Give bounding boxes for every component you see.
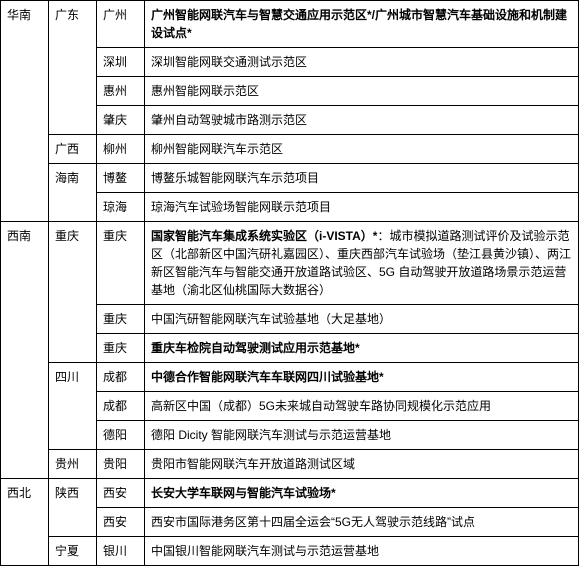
text: 惠州智能网联示范区 <box>151 84 259 98</box>
region-cell: 西南 <box>1 222 49 479</box>
description-cell: 柳州智能网联汽车示范区 <box>145 135 579 164</box>
province-cell: 四川 <box>49 363 97 450</box>
description-cell: 中德合作智能网联汽车车联网四川试验基地* <box>145 363 579 392</box>
table-row: 广西柳州柳州智能网联汽车示范区 <box>1 135 579 164</box>
text: 柳州智能网联汽车示范区 <box>151 142 283 156</box>
bold-text: 重庆车检院自动驾驶测试应用示范基地* <box>151 341 360 355</box>
description-cell: 肇州自动驾驶城市路测示范区 <box>145 106 579 135</box>
city-cell: 深圳 <box>97 48 145 77</box>
city-cell: 广州 <box>97 1 145 48</box>
bold-text: 中德合作智能网联汽车车联网四川试验基地* <box>151 370 384 384</box>
text: 西安市国际港务区第十四届全运会“5G无人驾驶示范线路”试点 <box>151 515 475 529</box>
description-cell: 贵阳市智能网联汽车开放道路测试区域 <box>145 450 579 479</box>
city-cell: 柳州 <box>97 135 145 164</box>
table-row: 西北陕西西安长安大学车联网与智能汽车试验场* <box>1 479 579 508</box>
description-cell: 惠州智能网联示范区 <box>145 77 579 106</box>
city-cell: 博鳌 <box>97 164 145 193</box>
description-cell: 长安大学车联网与智能汽车试验场* <box>145 479 579 508</box>
region-cell: 华南 <box>1 1 49 222</box>
bold-text: 广州智能网联汽车与智慧交通应用示范区*/广州城市智慧汽车基础设施和机制建设试点* <box>151 8 567 40</box>
city-cell: 惠州 <box>97 77 145 106</box>
city-cell: 西安 <box>97 479 145 508</box>
description-cell: 德阳 Dicity 智能网联汽车测试与示范运营基地 <box>145 421 579 450</box>
province-cell: 海南 <box>49 164 97 222</box>
city-cell: 银川 <box>97 537 145 566</box>
description-cell: 博鳌乐城智能网联汽车示范项目 <box>145 164 579 193</box>
table-row: 四川成都中德合作智能网联汽车车联网四川试验基地* <box>1 363 579 392</box>
text: 博鳌乐城智能网联汽车示范项目 <box>151 171 319 185</box>
city-cell: 琼海 <box>97 193 145 222</box>
text: 肇州自动驾驶城市路测示范区 <box>151 113 307 127</box>
table-row: 西南重庆重庆国家智能汽车集成系统实验区（i-VISTA）*：城市模拟道路测试评价… <box>1 222 579 305</box>
table-row: 华南广东广州广州智能网联汽车与智慧交通应用示范区*/广州城市智慧汽车基础设施和机… <box>1 1 579 48</box>
text: 高新区中国（成都）5G未来城自动驾驶车路协同规模化示范应用 <box>151 399 491 413</box>
description-cell: 中国汽研智能网联汽车试验基地（大足基地） <box>145 305 579 334</box>
city-cell: 重庆 <box>97 334 145 363</box>
text: 深圳智能网联交通测试示范区 <box>151 55 307 69</box>
province-cell: 宁夏 <box>49 537 97 566</box>
city-cell: 肇庆 <box>97 106 145 135</box>
table-row: 海南博鳌博鳌乐城智能网联汽车示范项目 <box>1 164 579 193</box>
description-cell: 琼海汽车试验场智能网联示范项目 <box>145 193 579 222</box>
text: 贵阳市智能网联汽车开放道路测试区域 <box>151 457 355 471</box>
province-cell: 陕西 <box>49 479 97 537</box>
bold-text: 长安大学车联网与智能汽车试验场* <box>151 486 336 500</box>
description-cell: 西安市国际港务区第十四届全运会“5G无人驾驶示范线路”试点 <box>145 508 579 537</box>
city-cell: 德阳 <box>97 421 145 450</box>
city-cell: 西安 <box>97 508 145 537</box>
province-cell: 广西 <box>49 135 97 164</box>
zone-table: 华南广东广州广州智能网联汽车与智慧交通应用示范区*/广州城市智慧汽车基础设施和机… <box>0 0 579 566</box>
city-cell: 重庆 <box>97 305 145 334</box>
province-cell: 贵州 <box>49 450 97 479</box>
text: 中国汽研智能网联汽车试验基地（大足基地） <box>151 312 391 326</box>
table-row: 贵州贵阳贵阳市智能网联汽车开放道路测试区域 <box>1 450 579 479</box>
description-cell: 广州智能网联汽车与智慧交通应用示范区*/广州城市智慧汽车基础设施和机制建设试点* <box>145 1 579 48</box>
city-cell: 贵阳 <box>97 450 145 479</box>
province-cell: 重庆 <box>49 222 97 363</box>
description-cell: 深圳智能网联交通测试示范区 <box>145 48 579 77</box>
description-cell: 国家智能汽车集成系统实验区（i-VISTA）*：城市模拟道路测试评价及试验示范区… <box>145 222 579 305</box>
text: 中国银川智能网联汽车测试与示范运营基地 <box>151 544 379 558</box>
table-row: 宁夏银川中国银川智能网联汽车测试与示范运营基地 <box>1 537 579 566</box>
description-cell: 高新区中国（成都）5G未来城自动驾驶车路协同规模化示范应用 <box>145 392 579 421</box>
city-cell: 重庆 <box>97 222 145 305</box>
province-cell: 广东 <box>49 1 97 135</box>
description-cell: 中国银川智能网联汽车测试与示范运营基地 <box>145 537 579 566</box>
region-cell: 西北 <box>1 479 49 566</box>
text: 琼海汽车试验场智能网联示范项目 <box>151 200 331 214</box>
city-cell: 成都 <box>97 363 145 392</box>
description-cell: 重庆车检院自动驾驶测试应用示范基地* <box>145 334 579 363</box>
city-cell: 成都 <box>97 392 145 421</box>
text: 德阳 Dicity 智能网联汽车测试与示范运营基地 <box>151 428 391 442</box>
bold-text: 国家智能汽车集成系统实验区（i-VISTA）* <box>151 229 377 243</box>
